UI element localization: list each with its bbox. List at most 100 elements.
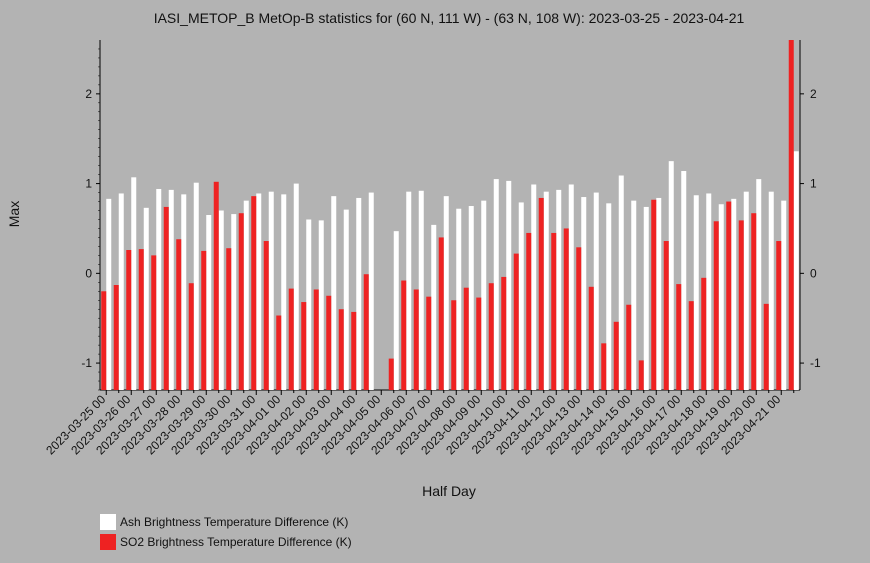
bar-ash xyxy=(343,209,349,390)
bar-ash xyxy=(731,198,737,390)
bar-ash xyxy=(581,197,587,390)
bar-so2 xyxy=(576,247,582,390)
bar-so2 xyxy=(738,220,744,390)
bar-so2 xyxy=(213,181,219,390)
legend: Ash Brightness Temperature Difference (K… xyxy=(100,512,352,552)
bar-so2 xyxy=(613,321,619,390)
bar-ash xyxy=(493,179,499,390)
bar-ash xyxy=(743,191,749,390)
bar-ash xyxy=(656,197,662,390)
bar-so2 xyxy=(126,250,132,390)
bar-ash xyxy=(556,189,562,390)
bar-ash xyxy=(681,171,687,390)
bar-ash xyxy=(368,192,374,390)
bar-so2 xyxy=(401,280,407,390)
bar-ash xyxy=(331,196,337,390)
legend-item-ash: Ash Brightness Temperature Difference (K… xyxy=(100,512,352,532)
y-tick-label: 0 xyxy=(85,266,92,280)
bar-ash xyxy=(531,184,537,390)
bar-so2 xyxy=(638,360,644,390)
bar-so2 xyxy=(276,315,282,390)
bar-ash xyxy=(718,204,724,390)
bar-so2 xyxy=(763,303,769,390)
bars xyxy=(101,40,799,390)
bar-so2 xyxy=(163,206,169,390)
bar-so2 xyxy=(676,284,682,390)
legend-label-ash: Ash Brightness Temperature Difference (K… xyxy=(120,515,349,529)
bar-so2 xyxy=(538,197,544,390)
bar-so2 xyxy=(463,287,469,390)
bar-so2 xyxy=(626,304,632,390)
bar-ash xyxy=(593,192,599,390)
bar-ash xyxy=(256,193,262,390)
legend-swatch-so2 xyxy=(100,534,116,550)
legend-swatch-ash xyxy=(100,514,116,530)
bar-ash xyxy=(356,197,362,390)
bar-ash xyxy=(193,182,199,390)
bar-so2 xyxy=(251,196,257,390)
x-axis-label: Half Day xyxy=(422,483,476,499)
bar-so2 xyxy=(688,301,694,390)
legend-item-so2: SO2 Brightness Temperature Difference (K… xyxy=(100,532,352,552)
bar-so2 xyxy=(201,250,207,390)
bar-ash xyxy=(181,194,187,390)
bar-ash xyxy=(668,161,674,390)
y-tick-label: 2 xyxy=(85,87,92,101)
chart-title: IASI_METOP_B MetOp-B statistics for (60 … xyxy=(154,10,745,26)
bar-so2 xyxy=(776,241,782,390)
bar-so2 xyxy=(701,277,707,390)
bar-so2 xyxy=(663,241,669,390)
bar-so2 xyxy=(526,232,532,390)
bar-ash xyxy=(618,175,624,390)
bar-ash xyxy=(143,207,149,390)
bar-ash xyxy=(431,224,437,390)
y-tick-label-right: 1 xyxy=(810,177,817,191)
bar-ash xyxy=(231,214,237,390)
bar-ash xyxy=(156,188,162,390)
bar-so2 xyxy=(263,241,269,390)
bar-ash xyxy=(768,191,774,390)
bar-ash xyxy=(306,219,312,390)
bar-ash xyxy=(543,191,549,390)
bar-so2 xyxy=(601,343,607,390)
bar-ash xyxy=(631,200,637,390)
bar-so2 xyxy=(501,276,507,390)
bar-so2 xyxy=(551,232,557,390)
bar-so2 xyxy=(226,248,232,390)
y-tick-label-right: 2 xyxy=(810,87,817,101)
bar-ash xyxy=(506,180,512,390)
bar-ash xyxy=(706,193,712,390)
bar-so2 xyxy=(476,297,482,390)
bar-so2 xyxy=(176,239,182,390)
bar-so2 xyxy=(363,274,369,390)
bar-so2 xyxy=(238,213,244,390)
bar-ash xyxy=(268,191,274,390)
bar-so2 xyxy=(438,237,444,390)
bar-so2 xyxy=(488,283,494,390)
bar-so2 xyxy=(713,221,719,390)
bar-ash xyxy=(418,190,424,390)
bar-so2 xyxy=(751,213,757,390)
bar-so2 xyxy=(563,228,569,390)
bar-so2 xyxy=(651,199,657,390)
bar-ash xyxy=(518,202,524,390)
bar-ash xyxy=(206,215,212,390)
bar-ash xyxy=(393,231,399,390)
bar-ash xyxy=(168,189,174,390)
legend-label-so2: SO2 Brightness Temperature Difference (K… xyxy=(120,535,352,549)
bar-ash xyxy=(281,194,287,390)
bar-so2 xyxy=(138,249,144,390)
bar-ash xyxy=(568,184,574,390)
bar-ash xyxy=(606,203,612,390)
y-tick-label: -1 xyxy=(81,356,92,370)
bar-ash xyxy=(481,200,487,390)
bar-so2 xyxy=(726,201,732,390)
bar-so2 xyxy=(413,289,419,390)
bar-so2 xyxy=(151,255,157,390)
y-tick-label: 1 xyxy=(85,177,92,191)
bar-ash xyxy=(643,206,649,390)
bar-so2 xyxy=(338,309,344,390)
bar-so2 xyxy=(388,358,394,390)
